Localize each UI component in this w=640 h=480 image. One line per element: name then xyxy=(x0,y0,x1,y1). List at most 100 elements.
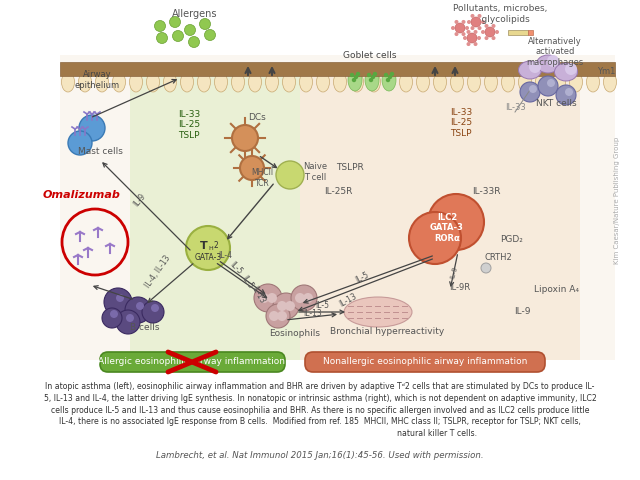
Circle shape xyxy=(463,36,467,40)
Ellipse shape xyxy=(300,72,312,92)
Text: In atopic asthma (left), eosinophilic airway inflammation and BHR are driven by : In atopic asthma (left), eosinophilic ai… xyxy=(44,382,596,438)
Circle shape xyxy=(477,36,481,40)
Text: IL-5: IL-5 xyxy=(354,271,371,285)
Circle shape xyxy=(273,293,299,319)
Ellipse shape xyxy=(351,72,364,92)
Ellipse shape xyxy=(344,297,412,327)
Ellipse shape xyxy=(129,72,143,92)
Text: Airway
epithelium: Airway epithelium xyxy=(74,70,120,90)
Circle shape xyxy=(455,23,465,33)
Text: IL-5: IL-5 xyxy=(315,301,329,311)
Circle shape xyxy=(200,19,211,29)
Ellipse shape xyxy=(163,72,177,92)
Circle shape xyxy=(371,75,375,79)
Ellipse shape xyxy=(518,72,531,92)
Ellipse shape xyxy=(586,72,600,92)
Circle shape xyxy=(232,125,258,151)
Circle shape xyxy=(142,301,164,323)
Ellipse shape xyxy=(348,69,362,91)
Text: NKT cells: NKT cells xyxy=(536,99,576,108)
Ellipse shape xyxy=(214,72,227,92)
Circle shape xyxy=(492,24,495,28)
Bar xyxy=(60,62,615,76)
Circle shape xyxy=(495,30,499,34)
Circle shape xyxy=(367,73,371,77)
Text: Allergic eosinophilic airway inflammation: Allergic eosinophilic airway inflammatio… xyxy=(99,358,285,367)
Circle shape xyxy=(116,294,124,302)
Circle shape xyxy=(102,308,122,328)
Ellipse shape xyxy=(79,72,92,92)
Circle shape xyxy=(205,29,216,40)
Text: GATA-3: GATA-3 xyxy=(195,253,221,263)
Circle shape xyxy=(354,75,358,79)
Text: IL-5: IL-5 xyxy=(239,274,255,290)
Circle shape xyxy=(547,55,559,67)
Text: Naive
T cell: Naive T cell xyxy=(303,162,327,182)
Text: IL-33
IL-25
TSLP: IL-33 IL-25 TSLP xyxy=(450,108,472,138)
Ellipse shape xyxy=(333,72,346,92)
Ellipse shape xyxy=(198,72,211,92)
Circle shape xyxy=(529,61,541,73)
Ellipse shape xyxy=(367,72,381,92)
Circle shape xyxy=(136,302,144,310)
Ellipse shape xyxy=(266,72,278,92)
Text: IL-25R: IL-25R xyxy=(324,188,352,196)
Circle shape xyxy=(477,26,481,30)
Ellipse shape xyxy=(232,72,244,92)
Text: IL-33
IL-25
TSLP: IL-33 IL-25 TSLP xyxy=(178,110,200,140)
Circle shape xyxy=(104,288,132,316)
Circle shape xyxy=(291,285,317,311)
Circle shape xyxy=(266,304,290,328)
Circle shape xyxy=(451,26,455,30)
Ellipse shape xyxy=(451,72,463,92)
Circle shape xyxy=(285,301,295,311)
Text: CRTH2: CRTH2 xyxy=(484,253,512,263)
Text: DCs: DCs xyxy=(248,113,266,122)
Polygon shape xyxy=(300,75,580,360)
Circle shape xyxy=(189,36,200,48)
Circle shape xyxy=(68,131,92,155)
Text: IL-13: IL-13 xyxy=(338,291,358,309)
Circle shape xyxy=(454,20,458,24)
Text: IL-9: IL-9 xyxy=(132,192,148,208)
Ellipse shape xyxy=(554,63,577,81)
Text: Allergens: Allergens xyxy=(172,9,218,19)
Circle shape xyxy=(386,78,390,82)
Circle shape xyxy=(350,73,354,77)
Text: IL-9: IL-9 xyxy=(514,308,531,316)
Circle shape xyxy=(409,212,461,264)
Ellipse shape xyxy=(417,72,429,92)
Ellipse shape xyxy=(484,72,497,92)
Ellipse shape xyxy=(502,72,515,92)
Bar xyxy=(508,30,528,35)
Circle shape xyxy=(254,284,282,312)
Circle shape xyxy=(547,79,555,87)
FancyBboxPatch shape xyxy=(305,352,545,372)
Circle shape xyxy=(110,310,118,318)
Text: TSLPR: TSLPR xyxy=(336,164,364,172)
Ellipse shape xyxy=(248,72,262,92)
Text: Lambrecht, et al. Nat Immunol 2015 Jan;16(1):45-56. Used with permission.: Lambrecht, et al. Nat Immunol 2015 Jan;1… xyxy=(156,452,484,460)
Circle shape xyxy=(303,293,313,303)
Ellipse shape xyxy=(570,72,582,92)
Circle shape xyxy=(565,88,573,96)
Circle shape xyxy=(471,17,481,27)
Circle shape xyxy=(481,263,491,273)
Circle shape xyxy=(276,161,304,189)
Circle shape xyxy=(125,297,151,323)
Circle shape xyxy=(467,33,477,43)
Circle shape xyxy=(184,24,195,36)
Ellipse shape xyxy=(518,61,541,79)
Bar xyxy=(60,55,615,360)
Circle shape xyxy=(477,14,481,18)
Text: Lipoxin A₄: Lipoxin A₄ xyxy=(534,286,579,295)
Ellipse shape xyxy=(147,72,159,92)
Circle shape xyxy=(79,115,105,141)
Text: ILC2
GATA-3
RORα: ILC2 GATA-3 RORα xyxy=(430,213,464,243)
Ellipse shape xyxy=(552,72,566,92)
Text: Pollutants, microbes,
    glycolipids: Pollutants, microbes, glycolipids xyxy=(453,4,547,24)
Circle shape xyxy=(461,20,465,24)
Text: Ym1: Ym1 xyxy=(597,68,615,76)
Circle shape xyxy=(465,26,469,30)
Text: MHCII
TCR: MHCII TCR xyxy=(251,168,273,188)
